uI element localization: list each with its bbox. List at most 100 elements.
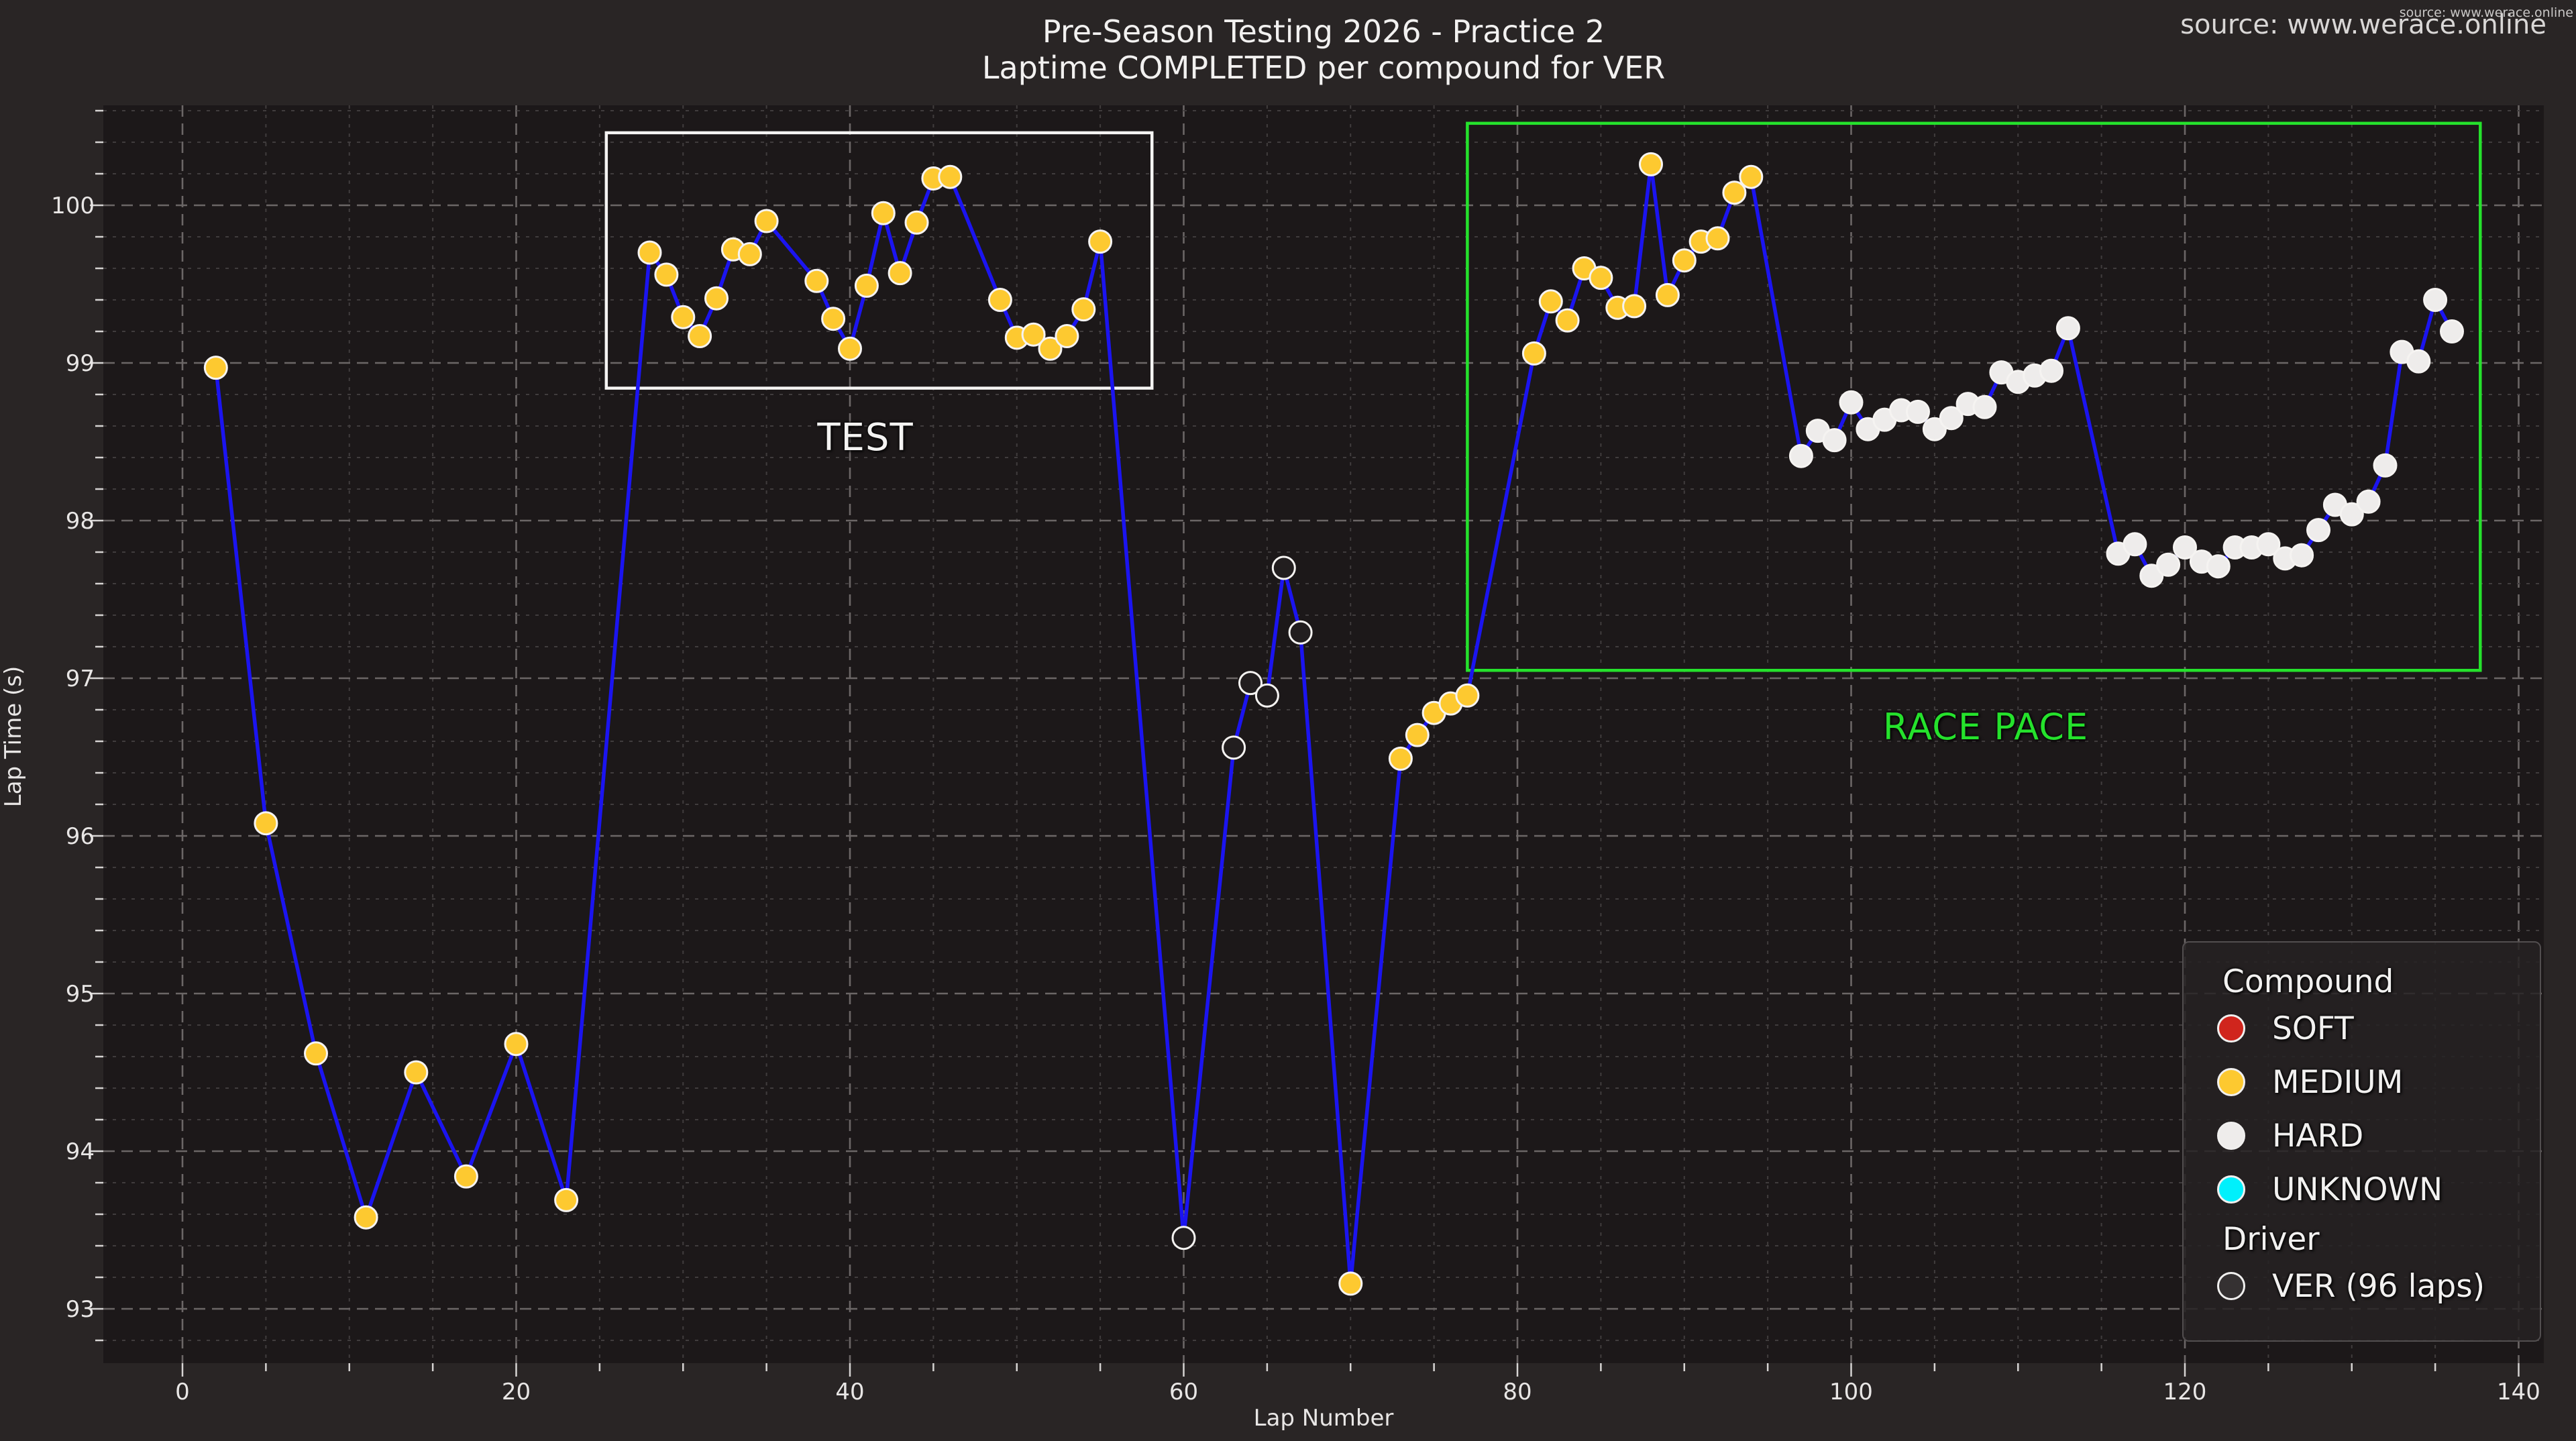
x-tick-label: 40 — [835, 1379, 864, 1405]
x-tick-label: 100 — [1829, 1379, 1873, 1405]
lap-data-point — [1071, 297, 1096, 322]
lap-data-point — [2256, 532, 2281, 557]
y-tick-label: 95 — [66, 981, 95, 1008]
x-tick-label: 0 — [175, 1379, 190, 1405]
lap-data-point — [1171, 1226, 1196, 1250]
legend-item-driver: VER (96 laps) — [2206, 1259, 2540, 1313]
lap-data-point — [1521, 341, 1546, 366]
lap-data-point — [1972, 394, 1997, 419]
legend-item-unknown: UNKNOWN — [2206, 1163, 2540, 1216]
legend-item-hard: HARD — [2206, 1109, 2540, 1163]
legend-item-label: HARD — [2272, 1117, 2364, 1155]
lap-data-point — [1405, 723, 1430, 747]
legend-item-label: UNKNOWN — [2272, 1171, 2443, 1208]
lap-data-point — [1672, 248, 1697, 273]
x-tick-label: 80 — [1503, 1379, 1532, 1405]
lap-data-point — [354, 1205, 378, 1230]
x-tick-label: 20 — [502, 1379, 531, 1405]
lap-data-point — [2156, 552, 2181, 577]
lap-data-point — [554, 1187, 579, 1212]
lap-data-point — [1288, 620, 1313, 645]
lap-data-point — [1822, 428, 1847, 453]
lap-data-point — [821, 307, 846, 331]
lap-data-point — [404, 1060, 429, 1085]
source-credit-large: source: www.werace.online — [2180, 9, 2546, 40]
lap-data-point — [2356, 489, 2381, 514]
lap-data-point — [1705, 226, 1730, 251]
lap-data-point — [671, 305, 696, 329]
source-credit-small: source: www.werace.online — [2399, 5, 2573, 20]
lap-data-point — [1622, 294, 1647, 319]
lap-data-point — [2139, 564, 2164, 588]
lap-data-point — [1788, 443, 1813, 468]
x-axis-label: Lap Number — [1253, 1405, 1394, 1432]
lap-data-point — [688, 324, 712, 348]
lap-data-point — [1222, 735, 1246, 760]
legend-item-medium: MEDIUM — [2206, 1055, 2540, 1109]
lap-data-point — [1055, 324, 1079, 348]
lap-data-point — [254, 811, 278, 836]
y-tick-label: 99 — [66, 350, 95, 377]
lap-data-point — [871, 201, 896, 225]
chart-title-line1: Pre-Season Testing 2026 - Practice 2 — [1042, 13, 1605, 50]
lap-data-point — [1021, 322, 1046, 347]
legend-item-label: SOFT — [2272, 1010, 2354, 1047]
legend-item-soft: SOFT — [2206, 1002, 2540, 1055]
lap-data-point — [504, 1032, 529, 1057]
legend-item-label: MEDIUM — [2272, 1063, 2404, 1101]
lap-data-point — [1939, 406, 1964, 431]
medium-compound-swatch-icon — [2217, 1068, 2245, 1096]
lap-data-point — [838, 336, 862, 361]
lap-data-point — [1906, 399, 1930, 424]
legend: Compound SOFT MEDIUM HARD UNKNOWN Driver… — [2182, 941, 2541, 1342]
x-tick-label: 120 — [2163, 1379, 2207, 1405]
lap-data-point — [1922, 417, 1947, 441]
chart-title-line2: Laptime COMPLETED per compound for VER — [981, 50, 1666, 86]
lap-data-point — [1722, 180, 1747, 205]
lap-data-point — [904, 210, 929, 235]
driver-marker-swatch-icon — [2217, 1272, 2245, 1300]
lap-data-point — [987, 288, 1012, 312]
legend-item-label: VER (96 laps) — [2272, 1267, 2485, 1305]
lap-data-point — [2039, 358, 2063, 383]
lap-data-point — [1639, 152, 1663, 176]
lap-data-point — [2290, 543, 2314, 568]
lap-data-point — [2206, 554, 2231, 579]
soft-compound-swatch-icon — [2217, 1014, 2245, 1043]
lap-data-point — [1088, 229, 1113, 254]
lap-data-point — [2123, 532, 2147, 557]
lap-data-point — [2055, 316, 2080, 341]
lap-data-point — [854, 273, 879, 298]
lap-data-point — [2373, 453, 2398, 478]
lap-data-point — [2306, 518, 2330, 543]
lap-data-point — [1455, 683, 1480, 708]
lap-data-point — [1555, 308, 1580, 333]
lap-data-point — [2406, 349, 2431, 374]
plot-area — [103, 105, 2544, 1363]
lap-data-point — [2440, 319, 2464, 343]
lap-data-point — [1271, 555, 1296, 580]
y-tick-label: 97 — [66, 665, 95, 692]
test-annotation-label: TEST — [817, 416, 914, 460]
lap-data-point — [754, 209, 779, 233]
lap-data-point — [1038, 336, 1063, 361]
lap-data-point — [938, 164, 963, 189]
unknown-compound-swatch-icon — [2217, 1175, 2245, 1204]
race-pace-box — [1466, 121, 2482, 672]
x-tick-label: 60 — [1169, 1379, 1198, 1405]
y-tick-label: 100 — [51, 193, 95, 219]
lap-data-point — [654, 262, 679, 287]
lap-data-point — [1589, 266, 1613, 290]
legend-compound-title: Compound — [2222, 963, 2394, 1000]
y-tick-label: 98 — [66, 508, 95, 535]
lap-data-point — [203, 356, 228, 380]
lap-data-point — [2339, 502, 2364, 527]
lap-data-point — [304, 1041, 328, 1066]
y-tick-label: 94 — [66, 1138, 95, 1165]
legend-driver-title: Driver — [2222, 1221, 2320, 1258]
y-tick-label: 93 — [66, 1296, 95, 1323]
lap-data-point — [804, 268, 829, 293]
test-box — [604, 131, 1154, 390]
